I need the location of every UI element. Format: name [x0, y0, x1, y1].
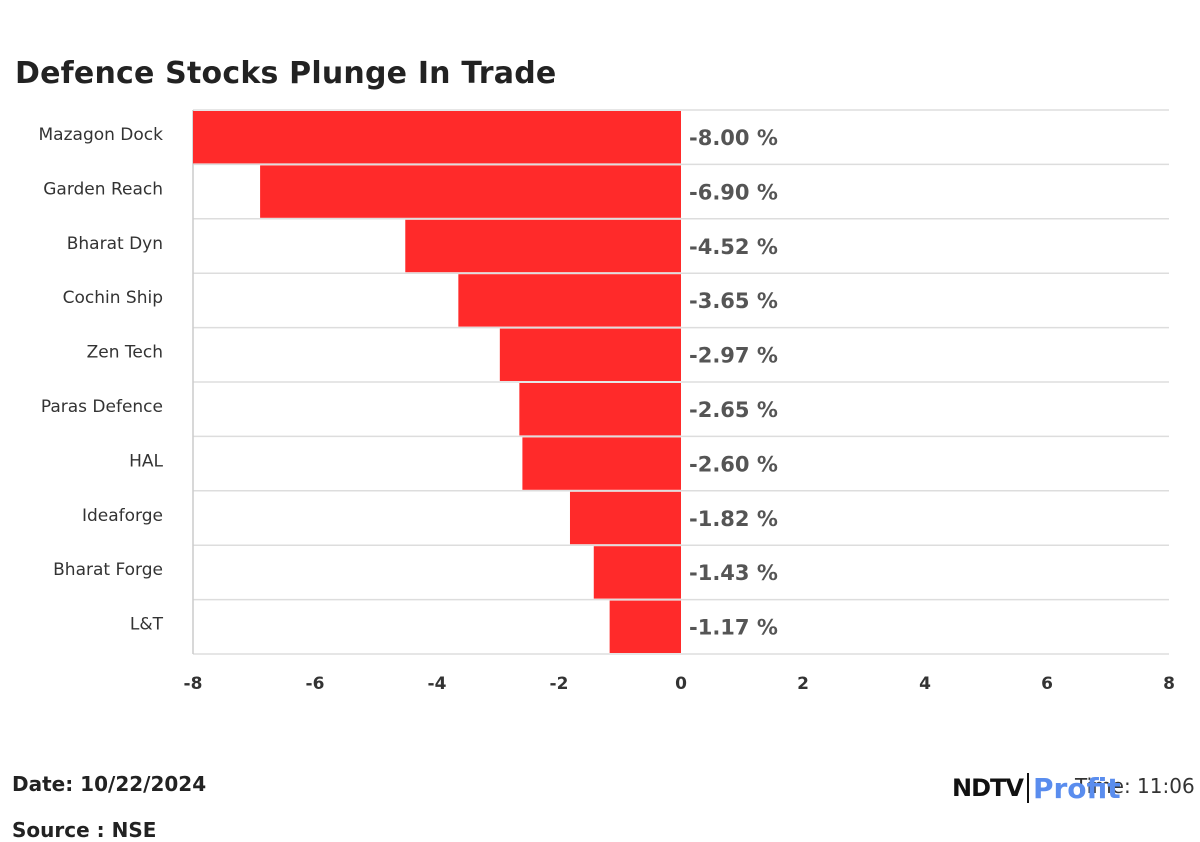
x-tick-label: 6 [1041, 674, 1053, 694]
category-label: Garden Reach [43, 179, 163, 199]
x-tick-label: 2 [797, 674, 809, 694]
category-label: Zen Tech [87, 343, 163, 363]
logo-separator [1026, 773, 1029, 803]
category-label: Bharat Forge [53, 560, 163, 580]
logo-profit-text: Profit [1032, 771, 1121, 805]
bar [499, 328, 681, 381]
data-label: -3.65 % [689, 289, 778, 313]
category-label: Mazagon Dock [39, 125, 164, 145]
footer-source: Source : NSE [12, 818, 157, 842]
bar [405, 219, 681, 273]
category-label: Paras Defence [41, 397, 163, 417]
data-label: -6.90 % [689, 180, 778, 204]
bar [609, 600, 681, 653]
data-label: -2.60 % [689, 452, 778, 476]
label-layer: Mazagon Dock -8.00 % Garden Reach -6.90 % Bh… [39, 125, 778, 640]
bar [458, 274, 681, 327]
data-label: -4.52 % [689, 235, 778, 259]
bar [569, 491, 681, 545]
data-label: -1.43 % [689, 561, 778, 585]
bar [519, 383, 681, 436]
x-tick-label: -2 [550, 674, 569, 694]
x-tick-label: -4 [428, 674, 447, 694]
logo-ndtv-text: NDTV [952, 774, 1024, 802]
category-label: Cochin Ship [63, 288, 163, 308]
footer-time: Time: 11:06 [1075, 774, 1195, 798]
grid-layer [192, 109, 1169, 655]
bar [593, 546, 681, 599]
chart-title: Defence Stocks Plunge In Trade [15, 56, 557, 91]
data-label: -8.00 % [689, 126, 778, 150]
data-label: -2.97 % [689, 344, 778, 368]
x-tick-label: 8 [1163, 674, 1175, 694]
data-label: -2.65 % [689, 398, 778, 422]
bar-chart: Mazagon Dock -8.00 % Garden Reach -6.90 % Bh… [39, 109, 1175, 694]
bar [260, 165, 681, 218]
category-label: HAL [129, 451, 163, 471]
x-tick-label: 0 [675, 674, 687, 694]
category-label: Ideaforge [82, 506, 163, 526]
ndtv-profit-logo: NDTV Profit [952, 770, 1121, 806]
tick-layer: -8 -6 -4 -2 0 2 4 6 8 [184, 674, 1175, 694]
data-label: -1.82 % [689, 507, 778, 531]
x-tick-label: 4 [919, 674, 931, 694]
category-label: Bharat Dyn [67, 234, 163, 254]
footer-date: Date: 10/22/2024 [12, 772, 207, 796]
data-label: -1.17 % [689, 616, 778, 640]
bar-layer [193, 111, 681, 653]
bar [193, 111, 681, 164]
category-label: L&T [130, 615, 164, 635]
bar [522, 437, 681, 490]
x-tick-label: -8 [184, 674, 203, 694]
x-tick-label: -6 [306, 674, 325, 694]
